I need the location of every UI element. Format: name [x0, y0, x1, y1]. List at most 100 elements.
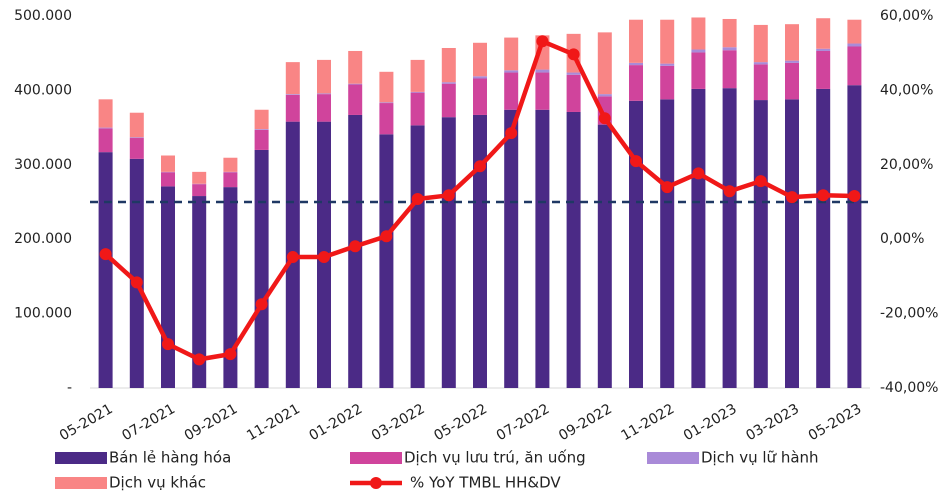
bar-segment [410, 125, 425, 389]
bar-segment [410, 91, 425, 93]
line-point [380, 230, 393, 243]
bar-segment [473, 114, 487, 389]
y-tick-label: - [67, 380, 72, 396]
bar-segment [223, 157, 238, 172]
line-point [786, 191, 798, 204]
bar-segment [348, 50, 363, 84]
x-tick-label: 03-2023 [743, 401, 802, 444]
bar-segment [192, 196, 207, 388]
x-tick-label: 05-2023 [806, 401, 865, 444]
bar-segment [816, 18, 831, 49]
line-point [817, 189, 830, 202]
bar-segment [98, 127, 113, 129]
bar-segment [847, 19, 862, 44]
line-point [848, 190, 861, 203]
bar-segment [660, 19, 675, 64]
legend-label: Dịch vụ lữ hành [701, 449, 819, 467]
bar-segment [629, 19, 643, 63]
bar-segment [660, 99, 675, 388]
bar-segment [660, 63, 675, 66]
bar-segment [816, 88, 831, 389]
bar-segment [566, 72, 581, 75]
bar-segment [629, 100, 643, 388]
legend-label: Dịch vụ lưu trú, ăn uống [404, 449, 586, 467]
line-point [598, 112, 611, 125]
y2-tick-label: 0,00% [880, 231, 924, 247]
bar-segment [785, 60, 799, 63]
line-point [567, 48, 580, 61]
line-point [474, 160, 486, 173]
bar-segment [504, 72, 519, 110]
x-tick-label: 05-2022 [431, 401, 490, 444]
line-point [661, 181, 674, 194]
y2-tick-label: -20,00% [880, 306, 938, 322]
legend-label: Bán lẻ hàng hóa [109, 449, 231, 467]
bar-segment [317, 94, 331, 122]
bar-segment [285, 62, 300, 95]
bar-segment [566, 111, 581, 388]
y-tick-label: 500.000 [14, 8, 72, 24]
y-tick-label: 200.000 [14, 231, 72, 247]
bar-segment [129, 137, 144, 139]
y2-tick-label: -40,00% [880, 380, 938, 396]
bar-segment [348, 84, 363, 115]
bar-segment [691, 17, 706, 50]
bar-segment [535, 109, 550, 388]
bar-segment [379, 103, 394, 135]
x-tick-label: 11-2021 [244, 401, 303, 444]
bar-segment [192, 184, 207, 197]
y2-tick-label: 40,00% [880, 82, 933, 98]
bar-segment [785, 24, 799, 61]
bar-segment [410, 92, 425, 126]
bar-segment [629, 62, 643, 66]
line-point [318, 251, 330, 264]
bar-segment [473, 76, 487, 79]
bar-segment [691, 52, 706, 89]
bar-segment [410, 59, 425, 92]
x-tick-label: 07-2022 [494, 401, 553, 444]
bar-segment [254, 109, 269, 130]
bar-segment [254, 129, 269, 130]
bar-segment [98, 128, 113, 153]
legend-swatch [55, 452, 107, 464]
bar-segment [441, 117, 456, 389]
bar-segment [285, 94, 300, 95]
bar-segment [785, 99, 799, 388]
legend: Bán lẻ hàng hóa Dịch vụ lưu trú, ăn uống D… [55, 449, 819, 492]
bar-segment [535, 69, 550, 73]
line-point [349, 240, 362, 253]
line-point [130, 276, 143, 289]
bar-segment [441, 83, 456, 118]
legend-swatch [55, 477, 107, 489]
bar-segment [379, 71, 394, 103]
line-point [723, 185, 736, 198]
bar-segment [379, 134, 394, 388]
bar-segment [98, 99, 113, 128]
line-point [224, 348, 237, 361]
bar-segment [348, 83, 363, 85]
line-point [692, 167, 705, 180]
y-tick-label: 400.000 [14, 82, 72, 98]
y-tick-label: 300.000 [14, 157, 72, 173]
bar-segment [129, 138, 144, 159]
legend-swatch [647, 452, 699, 464]
bar-segment [691, 88, 706, 389]
x-tick-label: 01-2022 [307, 401, 366, 444]
line-point [411, 193, 424, 206]
bar-segment [629, 65, 643, 101]
bar-segment [504, 109, 519, 388]
bar-segment [161, 155, 175, 172]
bar-segment [129, 112, 144, 138]
bar-segment [317, 93, 331, 95]
bar-segment [847, 43, 862, 47]
line-point [99, 248, 112, 261]
y-tick-label: 100.000 [14, 306, 72, 322]
x-tick-label: 03-2022 [369, 401, 428, 444]
x-tick-label: 07-2021 [119, 401, 178, 444]
line-point [286, 251, 299, 264]
legend-label: Dịch vụ khác [109, 474, 206, 492]
bar-segment [785, 62, 799, 100]
bar-segment [597, 94, 612, 97]
bar-segment [753, 64, 768, 101]
legend-swatch [370, 477, 382, 489]
